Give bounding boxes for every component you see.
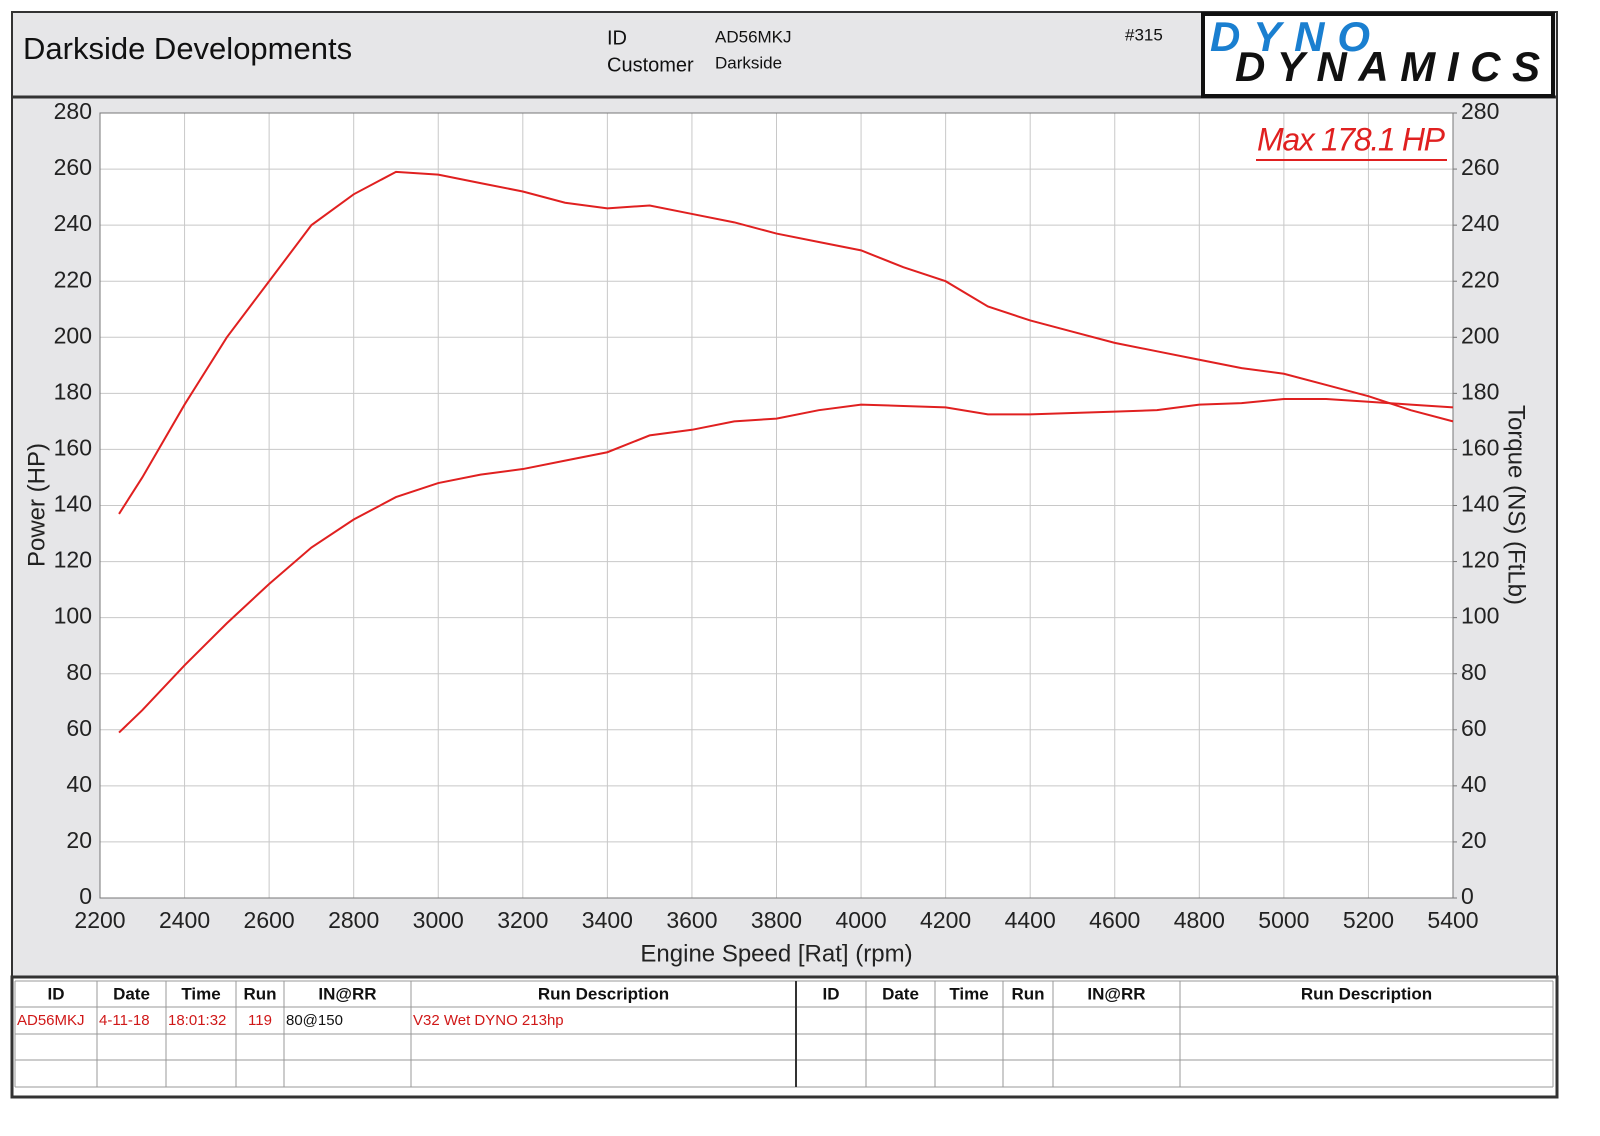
- y2-tick-label: 120: [1461, 547, 1499, 573]
- y-tick-label: 280: [54, 98, 92, 124]
- table-header: Run Description: [538, 984, 669, 1003]
- y-tick-label: 40: [66, 771, 92, 797]
- y-tick-label: 0: [79, 883, 92, 909]
- y-tick-label: 20: [66, 827, 92, 853]
- table-header: IN@RR: [318, 984, 376, 1003]
- x-tick-label: 3400: [582, 907, 633, 933]
- x-tick-label: 5400: [1427, 907, 1478, 933]
- x-tick-label: 2200: [74, 907, 125, 933]
- table-header: Time: [181, 984, 220, 1003]
- x-tick-label: 4400: [1005, 907, 1056, 933]
- table-cell: 119: [248, 1012, 272, 1029]
- table-header: Run: [1011, 984, 1044, 1003]
- y2-tick-label: 160: [1461, 435, 1499, 461]
- y-tick-label: 120: [54, 547, 92, 573]
- run-number: #315: [1125, 25, 1163, 44]
- header-title: Darkside Developments: [23, 31, 352, 66]
- max-annotation: Max 178.1 HP: [1257, 121, 1446, 157]
- table-header: IN@RR: [1087, 984, 1145, 1003]
- curve: [118, 397, 1454, 734]
- y2-tick-label: 140: [1461, 491, 1499, 517]
- table-cell: V32 Wet DYNO 213hp: [413, 1012, 564, 1029]
- y-tick-label: 80: [66, 659, 92, 685]
- y2-tick-label: 260: [1461, 154, 1499, 180]
- x-axis-title: Engine Speed [Rat] (rpm): [640, 940, 912, 967]
- y2-tick-label: 0: [1461, 883, 1474, 909]
- table-header: Run Description: [1301, 984, 1432, 1003]
- y-axis-title: Power (HP): [23, 443, 50, 567]
- x-tick-label: 5000: [1258, 907, 1309, 933]
- table-cell: 4-11-18: [99, 1012, 150, 1029]
- id-value: AD56MKJ: [715, 27, 792, 46]
- x-tick-label: 2400: [159, 907, 210, 933]
- customer-value: Darkside: [715, 53, 782, 72]
- y2-tick-label: 20: [1461, 827, 1487, 853]
- x-tick-label: 4600: [1089, 907, 1140, 933]
- logo-box: [1201, 12, 1555, 98]
- y2-tick-label: 60: [1461, 715, 1487, 741]
- y-tick-label: 180: [54, 378, 92, 404]
- table-header: ID: [48, 984, 65, 1003]
- customer-label: Customer: [607, 54, 694, 76]
- id-label: ID: [607, 27, 627, 49]
- y2-tick-label: 100: [1461, 603, 1499, 629]
- x-tick-label: 5200: [1343, 907, 1394, 933]
- y2-tick-label: 180: [1461, 378, 1499, 404]
- y-tick-label: 240: [54, 210, 92, 236]
- y-tick-label: 100: [54, 603, 92, 629]
- x-tick-label: 4800: [1174, 907, 1225, 933]
- x-tick-label: 2600: [244, 907, 295, 933]
- logo-bottom: DYNAMICS: [1235, 43, 1540, 90]
- table-header: ID: [823, 984, 840, 1003]
- table-cell: AD56MKJ: [17, 1012, 85, 1029]
- x-tick-label: 4000: [835, 907, 886, 933]
- table-cell: 80@150: [286, 1012, 343, 1029]
- y2-tick-label: 280: [1461, 98, 1499, 124]
- y2-tick-label: 80: [1461, 659, 1487, 685]
- y-tick-label: 220: [54, 266, 92, 292]
- x-tick-label: 3000: [413, 907, 464, 933]
- y-tick-label: 260: [54, 154, 92, 180]
- y2-tick-label: 200: [1461, 322, 1499, 348]
- y2-axis-title: Torque (NS) (FtLb): [1503, 405, 1530, 605]
- x-tick-label: 4200: [920, 907, 971, 933]
- x-tick-label: 3600: [666, 907, 717, 933]
- y2-tick-label: 40: [1461, 771, 1487, 797]
- table-header: Time: [949, 984, 988, 1003]
- y-tick-label: 200: [54, 322, 92, 348]
- table-header: Date: [882, 984, 919, 1003]
- table-header: Date: [113, 984, 150, 1003]
- y2-tick-label: 220: [1461, 266, 1499, 292]
- table-header: Run: [243, 984, 276, 1003]
- x-tick-label: 3800: [751, 907, 802, 933]
- y-tick-label: 140: [54, 491, 92, 517]
- plot-border: [99, 112, 1454, 899]
- y2-tick-label: 240: [1461, 210, 1499, 236]
- table-frame: [10, 975, 1559, 1099]
- y-tick-label: 60: [66, 715, 92, 741]
- curve: [118, 170, 1454, 515]
- x-tick-label: 2800: [328, 907, 379, 933]
- y-tick-label: 160: [54, 435, 92, 461]
- table-cell: 18:01:32: [168, 1012, 226, 1029]
- x-tick-label: 3200: [497, 907, 548, 933]
